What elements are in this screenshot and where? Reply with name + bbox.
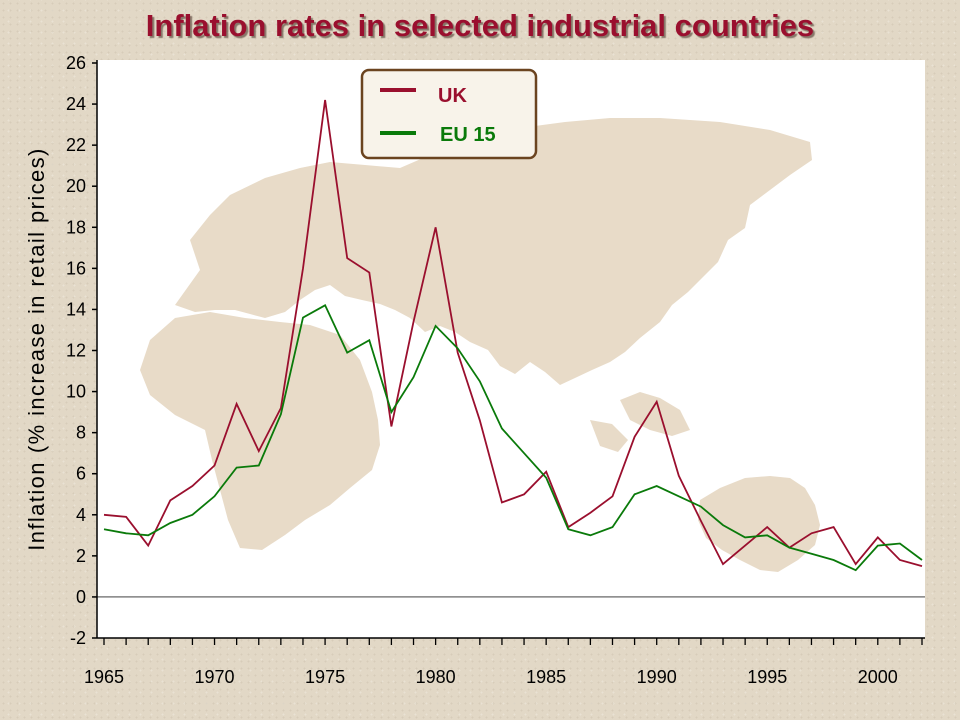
x-axis-ticks: 1965 1970 1975 1980 1985 1990 1995 2000 xyxy=(84,638,923,687)
y-tick-label: 8 xyxy=(76,423,86,443)
y-axis-label-paren: (% increase in retail prices) xyxy=(24,147,49,453)
y-tick-label: 4 xyxy=(76,505,86,525)
y-tick-label: 12 xyxy=(66,341,86,361)
series-lines xyxy=(103,99,923,572)
y-axis-label-main: Inflation xyxy=(24,461,49,551)
x-tick-label: 2000 xyxy=(858,667,898,687)
legend: UK EU 15 xyxy=(360,68,538,160)
x-tick-label: 1975 xyxy=(305,667,345,687)
x-tick-label: 1970 xyxy=(195,667,235,687)
y-tick-label: 10 xyxy=(66,382,86,402)
series-line-uk xyxy=(103,99,923,567)
x-tick-label: 1995 xyxy=(747,667,787,687)
y-axis-label: Inflation (% increase in retail prices) xyxy=(24,147,49,551)
x-tick-label: 1990 xyxy=(637,667,677,687)
y-tick-label: 20 xyxy=(66,176,86,196)
chart-title: Inflation rates in selected industrial c… xyxy=(145,8,815,43)
y-tick-label: 14 xyxy=(66,299,86,319)
x-tick-label: 1980 xyxy=(416,667,456,687)
series-line-eu15 xyxy=(103,304,923,572)
y-tick-label: 22 xyxy=(66,135,86,155)
y-tick-label: 2 xyxy=(76,546,86,566)
y-tick-label: 6 xyxy=(76,464,86,484)
y-tick-label: 26 xyxy=(66,53,86,73)
x-tick-label: 1965 xyxy=(84,667,124,687)
x-tick-label: 1985 xyxy=(526,667,566,687)
y-tick-label: -2 xyxy=(70,628,86,648)
y-tick-label: 18 xyxy=(66,217,86,237)
y-tick-label: 16 xyxy=(66,258,86,278)
y-tick-label: 24 xyxy=(66,94,86,114)
legend-label-uk: UK xyxy=(438,85,467,107)
y-tick-label: 0 xyxy=(76,587,86,607)
legend-label-eu15: EU 15 xyxy=(440,124,496,146)
